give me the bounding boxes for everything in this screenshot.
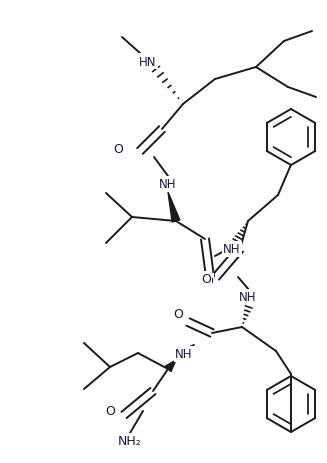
Text: O: O bbox=[105, 405, 115, 418]
Text: NH: NH bbox=[159, 178, 177, 191]
Text: O: O bbox=[201, 273, 211, 286]
Text: O: O bbox=[113, 143, 123, 156]
Text: NH: NH bbox=[175, 348, 193, 361]
Text: NH: NH bbox=[239, 291, 257, 304]
Text: O: O bbox=[203, 275, 213, 288]
Text: HN: HN bbox=[139, 56, 157, 69]
Polygon shape bbox=[168, 193, 180, 223]
Text: NH: NH bbox=[223, 243, 241, 256]
Text: O: O bbox=[173, 308, 183, 321]
Text: NH₂: NH₂ bbox=[118, 435, 142, 448]
Polygon shape bbox=[165, 360, 176, 372]
